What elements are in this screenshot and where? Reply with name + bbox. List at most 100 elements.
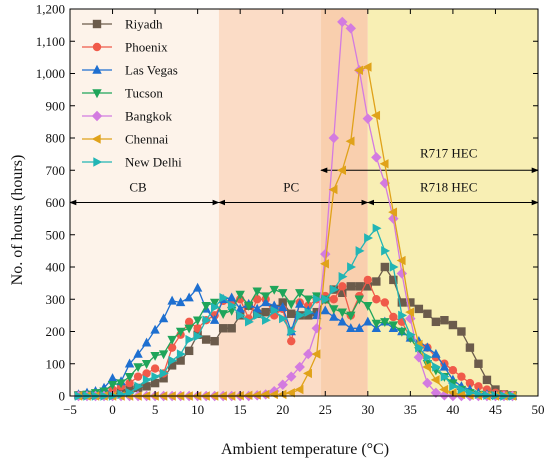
data-point-new-delhi xyxy=(457,384,467,395)
data-point-riyadh xyxy=(406,298,415,307)
data-point-new-delhi xyxy=(279,313,288,324)
data-point-new-delhi xyxy=(262,315,271,325)
legend-item-tucson: Tucson xyxy=(82,86,163,101)
data-point-riyadh xyxy=(142,382,151,391)
data-point-riyadh xyxy=(201,335,211,344)
legend-item-riyadh: Riyadh xyxy=(82,17,163,32)
x-tick-label: 5 xyxy=(152,402,159,417)
data-point-las-vegas xyxy=(431,348,441,358)
data-point-riyadh xyxy=(423,309,432,318)
data-point-new-delhi xyxy=(193,331,203,342)
annotation-label-cb: CB xyxy=(129,179,147,194)
data-point-new-delhi xyxy=(270,305,280,316)
data-point-bangkok xyxy=(286,371,297,382)
data-point-las-vegas xyxy=(226,292,237,302)
data-point-chennai xyxy=(303,368,312,379)
data-point-chennai xyxy=(354,65,364,75)
y-tick-label: 1,000 xyxy=(36,66,65,81)
data-point-bangkok xyxy=(413,352,425,363)
annotation-label-pc: PC xyxy=(283,179,299,194)
data-point-tucson xyxy=(363,302,373,311)
y-tick-label: 0 xyxy=(59,389,66,404)
legend-marker-bangkok xyxy=(91,110,103,122)
x-tick-label: 35 xyxy=(404,402,417,417)
data-point-tucson xyxy=(201,302,211,311)
data-point-chennai xyxy=(447,388,457,398)
data-point-las-vegas xyxy=(209,315,220,324)
legend-item-chennai: Chennai xyxy=(82,132,169,147)
data-point-new-delhi xyxy=(381,246,391,256)
x-tick-label: 10 xyxy=(191,402,204,417)
data-point-las-vegas xyxy=(261,297,271,307)
data-point-phoenix xyxy=(448,366,458,375)
data-point-riyadh xyxy=(457,327,466,336)
data-point-chennai xyxy=(345,136,355,146)
data-point-new-delhi xyxy=(313,294,322,304)
data-point-tucson xyxy=(158,350,169,360)
data-point-las-vegas xyxy=(329,311,339,321)
data-point-chennai xyxy=(379,159,389,169)
data-point-riyadh xyxy=(346,282,355,291)
x-axis-title: Ambient temperature (°C) xyxy=(221,441,389,458)
data-point-bangkok xyxy=(422,377,433,389)
data-point-chennai xyxy=(277,389,287,400)
legend-marker-riyadh xyxy=(92,19,102,29)
data-point-tucson xyxy=(235,290,245,300)
data-point-las-vegas xyxy=(184,292,194,302)
data-point-phoenix xyxy=(465,378,475,388)
data-point-riyadh xyxy=(210,336,219,346)
data-point-riyadh xyxy=(167,361,177,370)
data-point-las-vegas xyxy=(192,282,203,292)
data-point-riyadh xyxy=(482,375,492,385)
data-point-new-delhi xyxy=(151,371,161,382)
data-point-tucson xyxy=(397,327,407,337)
data-point-chennai xyxy=(328,184,338,195)
legend-marker-las-vegas xyxy=(92,64,102,74)
data-point-bangkok xyxy=(320,248,331,260)
data-point-bangkok xyxy=(328,132,339,144)
data-point-tucson xyxy=(184,324,194,334)
data-point-phoenix xyxy=(329,295,338,304)
legend-marker-phoenix xyxy=(92,42,102,52)
data-point-las-vegas xyxy=(235,303,245,313)
data-point-tucson xyxy=(329,305,339,315)
data-point-chennai xyxy=(405,307,415,317)
data-point-las-vegas xyxy=(422,342,433,352)
data-point-tucson xyxy=(124,372,135,382)
data-point-chennai xyxy=(388,207,398,217)
data-point-new-delhi xyxy=(466,388,476,398)
data-point-tucson xyxy=(380,318,390,328)
data-point-riyadh xyxy=(227,324,236,333)
data-point-riyadh xyxy=(287,309,296,318)
data-point-chennai xyxy=(311,349,321,359)
axes: −5 0 5 10 15 20 25 30 35 40 45 50010020030040050060… xyxy=(36,2,545,418)
data-point-phoenix xyxy=(474,382,483,391)
data-point-riyadh xyxy=(125,385,134,394)
y-tick-label: 500 xyxy=(46,227,66,242)
data-point-new-delhi xyxy=(398,310,408,321)
annotation-label-r718-hec: R718 HEC xyxy=(420,179,477,194)
legend-label-las-vegas: Las Vegas xyxy=(125,63,178,78)
data-point-tucson xyxy=(354,295,365,305)
data-point-tucson xyxy=(141,360,152,369)
y-tick-label: 600 xyxy=(46,195,66,210)
data-point-new-delhi xyxy=(304,307,314,317)
data-point-phoenix xyxy=(167,343,177,352)
data-point-riyadh xyxy=(397,298,407,307)
data-point-tucson xyxy=(295,289,305,298)
data-point-new-delhi xyxy=(159,368,169,379)
data-point-new-delhi xyxy=(227,301,237,311)
data-point-chennai xyxy=(362,62,372,72)
data-point-new-delhi xyxy=(202,315,212,325)
data-point-las-vegas xyxy=(278,302,288,312)
data-point-tucson xyxy=(278,289,288,298)
data-point-new-delhi xyxy=(117,389,127,400)
legend-label-chennai: Chennai xyxy=(125,132,169,147)
x-tick-label: 20 xyxy=(276,402,289,417)
legend-label-riyadh: Riyadh xyxy=(125,17,163,32)
x-tick-label: −5 xyxy=(63,402,77,417)
data-point-las-vegas xyxy=(439,361,450,371)
data-point-riyadh xyxy=(372,277,381,286)
series-tucson xyxy=(73,285,518,402)
data-point-tucson xyxy=(252,287,262,297)
